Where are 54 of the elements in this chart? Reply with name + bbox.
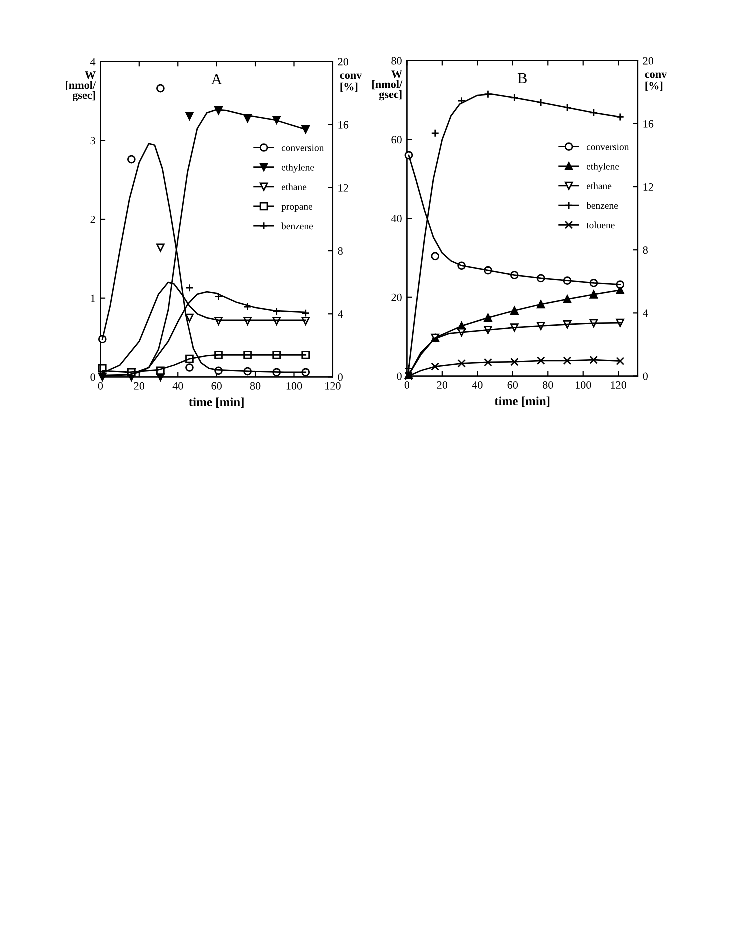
x-tick-label: 100 xyxy=(576,381,592,389)
legend-label: benzene xyxy=(586,202,618,210)
y-tick-label: 2 xyxy=(90,216,96,224)
x-tick-label: 20 xyxy=(437,381,448,389)
y2-tick-label: 0 xyxy=(643,372,648,380)
y2-axis-title: conv [%] xyxy=(340,74,362,92)
y2-tick-label: 16 xyxy=(644,120,654,128)
legend-label: ethylene xyxy=(586,163,620,172)
y-axis-title: W [nmol/gsec] xyxy=(372,70,403,101)
y-tick-label: 0 xyxy=(90,374,96,382)
x-tick-label: 80 xyxy=(543,381,554,389)
annotation: B xyxy=(518,73,527,84)
legend-label: conversion xyxy=(282,144,324,152)
y-tick-label: 1 xyxy=(91,294,96,302)
legend-label: ethane xyxy=(282,184,307,190)
x-tick-label: 60 xyxy=(212,382,222,390)
x-tick-label: 20 xyxy=(134,382,145,390)
legend-label: ethylene xyxy=(282,164,314,173)
x-tick-label: 80 xyxy=(250,382,261,390)
y-tick-label: 3 xyxy=(90,137,96,145)
y2-tick-label: 4 xyxy=(338,310,344,318)
y-tick-label: 60 xyxy=(392,136,402,144)
y-tick-label: 0 xyxy=(397,372,402,380)
legend-label: benzene xyxy=(282,222,314,230)
y-tick-label: 80 xyxy=(392,57,402,65)
x-tick-label: 40 xyxy=(172,382,184,390)
x-tick-label: 120 xyxy=(611,381,627,389)
x-axis-title: time [min] xyxy=(494,396,550,408)
y2-tick-label: 12 xyxy=(338,184,348,192)
y2-tick-label: 20 xyxy=(338,58,349,66)
x-axis-title: time [min] xyxy=(189,398,244,408)
y-tick-label: 20 xyxy=(392,294,402,302)
y-tick-label: 40 xyxy=(391,215,402,223)
x-tick-label: 100 xyxy=(286,382,302,390)
x-tick-label: 0 xyxy=(404,381,410,389)
legend-label: propane xyxy=(282,205,313,212)
y2-tick-label: 0 xyxy=(338,374,343,382)
x-tick-label: 60 xyxy=(508,381,518,389)
x-tick-label: 0 xyxy=(98,382,104,390)
y2-tick-label: 8 xyxy=(338,248,343,255)
y2-tick-label: 8 xyxy=(643,246,648,254)
y2-axis-title: conv [%] xyxy=(645,72,668,92)
y2-tick-label: 4 xyxy=(643,310,648,318)
y-tick-label: 4 xyxy=(90,58,96,66)
legend-label: conversion xyxy=(586,144,630,150)
y2-tick-label: 12 xyxy=(644,184,654,191)
annotation: A xyxy=(211,74,222,84)
y2-tick-label: 20 xyxy=(643,57,654,65)
x-tick-label: 40 xyxy=(472,381,483,389)
y-axis-title: W [nmol/gsec] xyxy=(66,72,96,102)
legend-label: toluene xyxy=(586,222,615,229)
x-tick-label: 120 xyxy=(326,382,341,390)
y2-tick-label: 16 xyxy=(338,121,349,129)
legend-label: ethane xyxy=(586,182,612,190)
